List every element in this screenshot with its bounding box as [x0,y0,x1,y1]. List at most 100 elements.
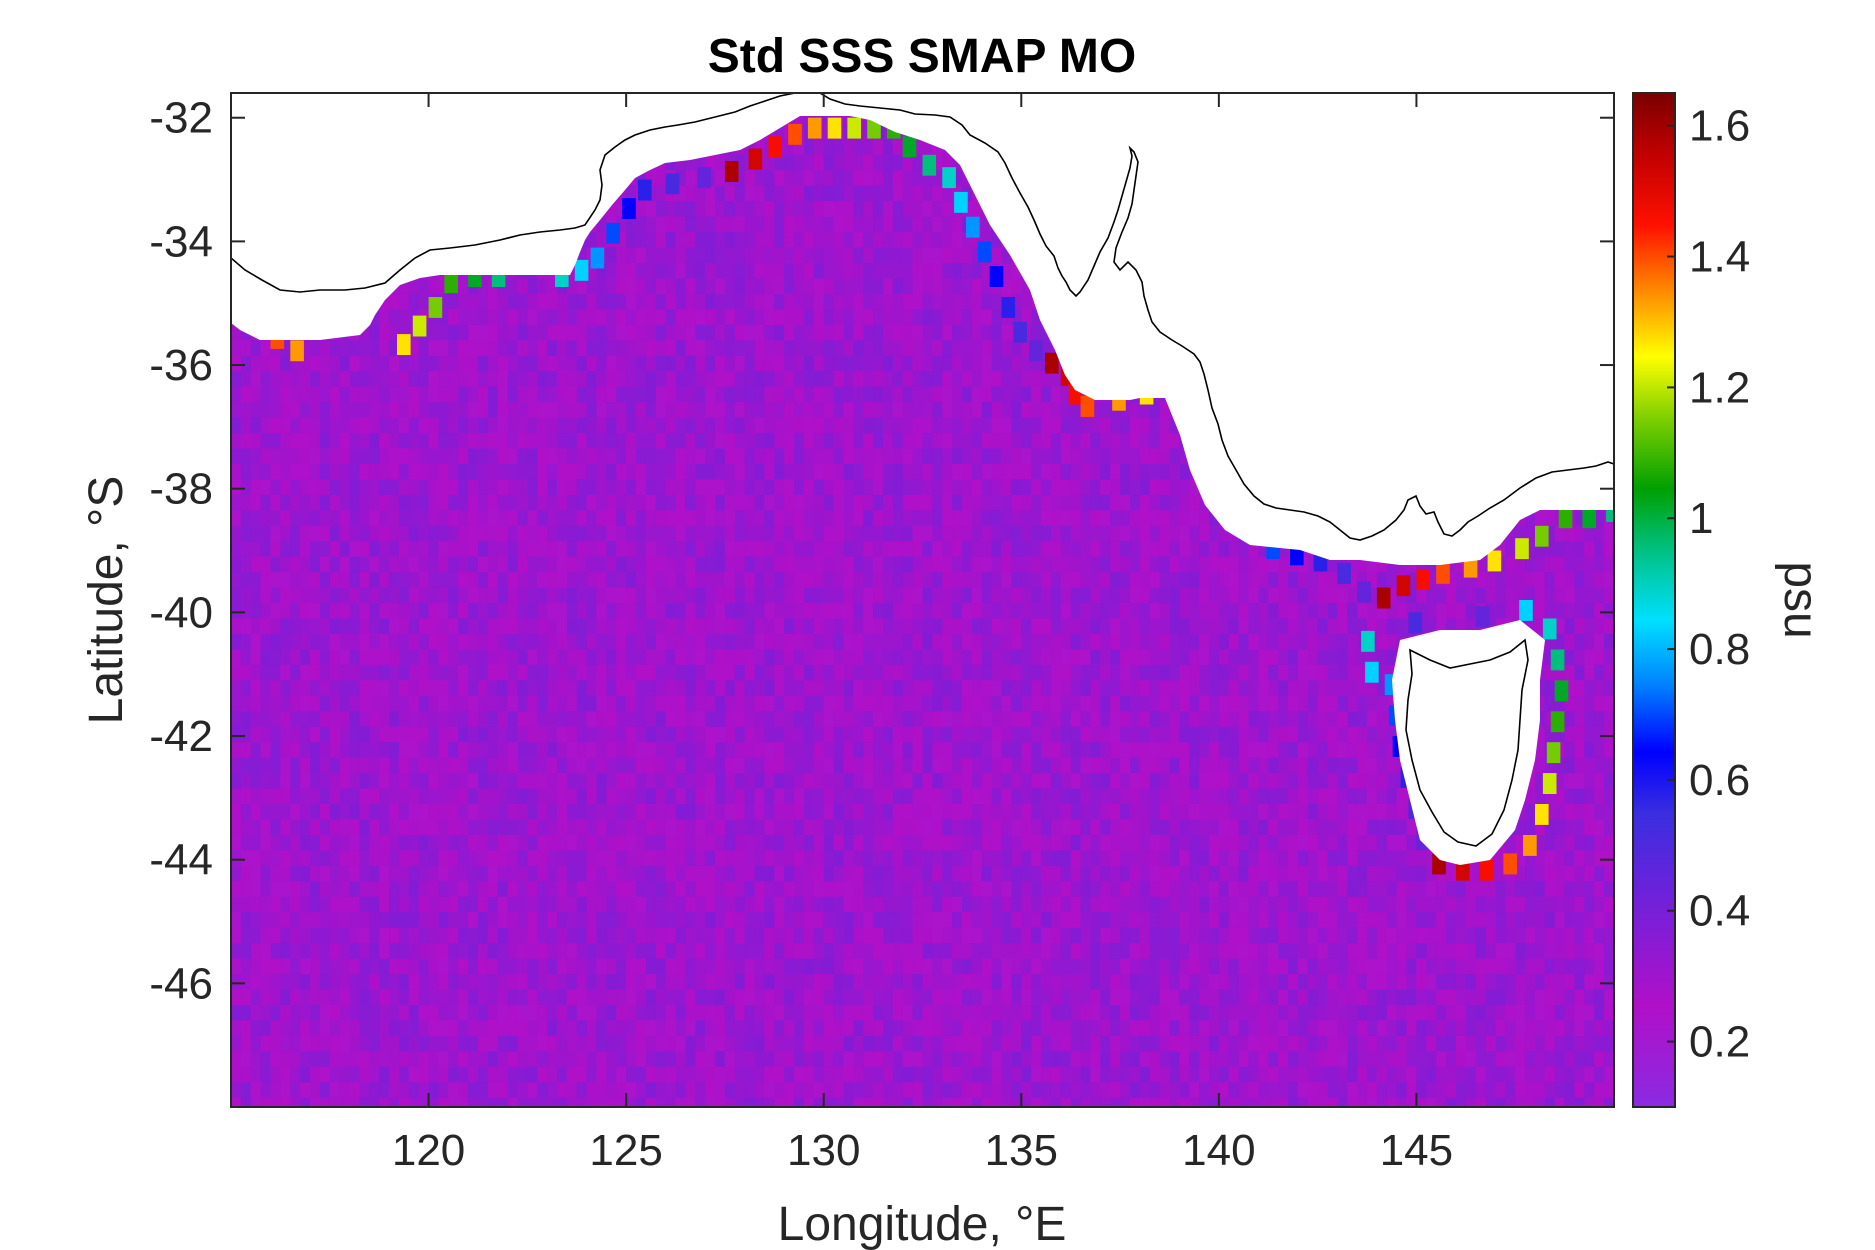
heatmap-cell [398,309,410,326]
heatmap-cell [626,541,637,558]
heatmap-cell [310,494,321,511]
heatmap-cell [329,572,341,589]
heatmap-cell [734,572,746,589]
heatmap-cell [231,340,242,357]
heatmap-cell [596,556,607,573]
heatmap-cell [270,433,281,450]
heatmap-cell [883,448,894,465]
heatmap-cell [784,386,795,403]
heatmap-cell [695,247,706,264]
heatmap-cell [369,386,380,403]
heatmap-cell [389,618,400,635]
heatmap-cell [942,572,953,589]
heatmap-cell [1050,494,1062,511]
heatmap-cell [922,293,933,310]
heatmap-cell [369,464,380,481]
heatmap-cell [547,618,558,635]
heatmap-cell [774,417,785,434]
heatmap-cell [764,618,775,635]
heatmap-cell [329,371,341,388]
heatmap-cell [507,371,519,388]
heatmap-cell [1376,572,1388,589]
heatmap-cell [744,371,756,388]
heatmap-cell [319,433,331,450]
heatmap-cell [349,541,360,558]
heatmap-cell [971,618,983,635]
heatmap-cell [250,494,262,511]
heatmap-cell [1139,479,1151,496]
heatmap-cell [813,386,825,403]
heatmap-cell [932,433,943,450]
heatmap-cell [1139,525,1151,542]
heatmap-cell [1070,541,1082,558]
heatmap-cell [1130,556,1141,573]
heatmap-cell [645,618,657,635]
heatmap-cell [883,355,894,372]
heatmap-cell [1525,587,1536,604]
heatmap-cell [981,278,993,295]
heatmap-cell [695,216,706,233]
heatmap-cell [813,572,825,589]
heatmap-cell [1218,587,1230,604]
heatmap-cell [823,634,835,651]
heatmap-cell [942,634,953,651]
heatmap-cell [942,247,953,264]
heatmap-cell [280,587,291,604]
heatmap-cell [794,340,805,357]
heatmap-cell [1050,525,1062,542]
heatmap-cell [636,293,647,310]
heatmap-cell [1050,603,1062,620]
heatmap-cell [616,216,627,233]
heatmap-cell [922,603,933,620]
heatmap-cell [823,170,835,187]
heatmap-cell [349,510,360,527]
heatmap-cell [517,494,528,511]
heatmap-cell [280,402,291,419]
heatmap-cell [724,247,736,264]
heatmap-cell [1060,464,1072,481]
heatmap-cell [507,618,519,635]
heatmap-cell [616,556,627,573]
heatmap-cell [695,386,706,403]
heatmap-cell [1159,479,1171,496]
heatmap-cell [448,634,459,651]
heatmap-cell [705,216,716,233]
heatmap-cell [339,340,351,357]
heatmap-cell [576,309,588,326]
heatmap-cell [250,603,262,620]
heatmap-cell [1070,433,1082,450]
heatmap-cell [892,201,904,218]
heatmap-cell [774,201,785,218]
heatmap-cell [863,541,874,558]
heatmap-cell [290,464,301,481]
heatmap-cell [458,572,469,589]
heatmap-cell [270,448,281,465]
heatmap-cell [398,479,410,496]
heatmap-cell [1159,603,1171,620]
heatmap-cell [270,634,281,651]
heatmap-cell [883,154,894,171]
heatmap-cell [557,417,568,434]
heatmap-cell [823,355,835,372]
heatmap-cell [1080,541,1092,558]
heatmap-cell [369,556,380,573]
heatmap-cell [1485,603,1497,620]
heatmap-cell [962,494,973,511]
heatmap-cell [813,371,825,388]
heatmap-cell [527,324,538,341]
heatmap-cell [1060,618,1072,635]
heatmap-cell [764,464,775,481]
heatmap-cell [695,556,706,573]
heatmap-cell [1070,618,1082,635]
heatmap-cell [626,386,637,403]
heatmap-cell [892,603,904,620]
heatmap-cell [527,417,538,434]
heatmap-cell [1218,556,1230,573]
heatmap-cell [873,201,884,218]
heatmap-cell [438,433,449,450]
heatmap-cell [932,324,943,341]
heatmap-cell [1189,479,1200,496]
heatmap-cell [369,402,380,419]
heatmap-cell [705,525,716,542]
heatmap-cell [576,618,588,635]
